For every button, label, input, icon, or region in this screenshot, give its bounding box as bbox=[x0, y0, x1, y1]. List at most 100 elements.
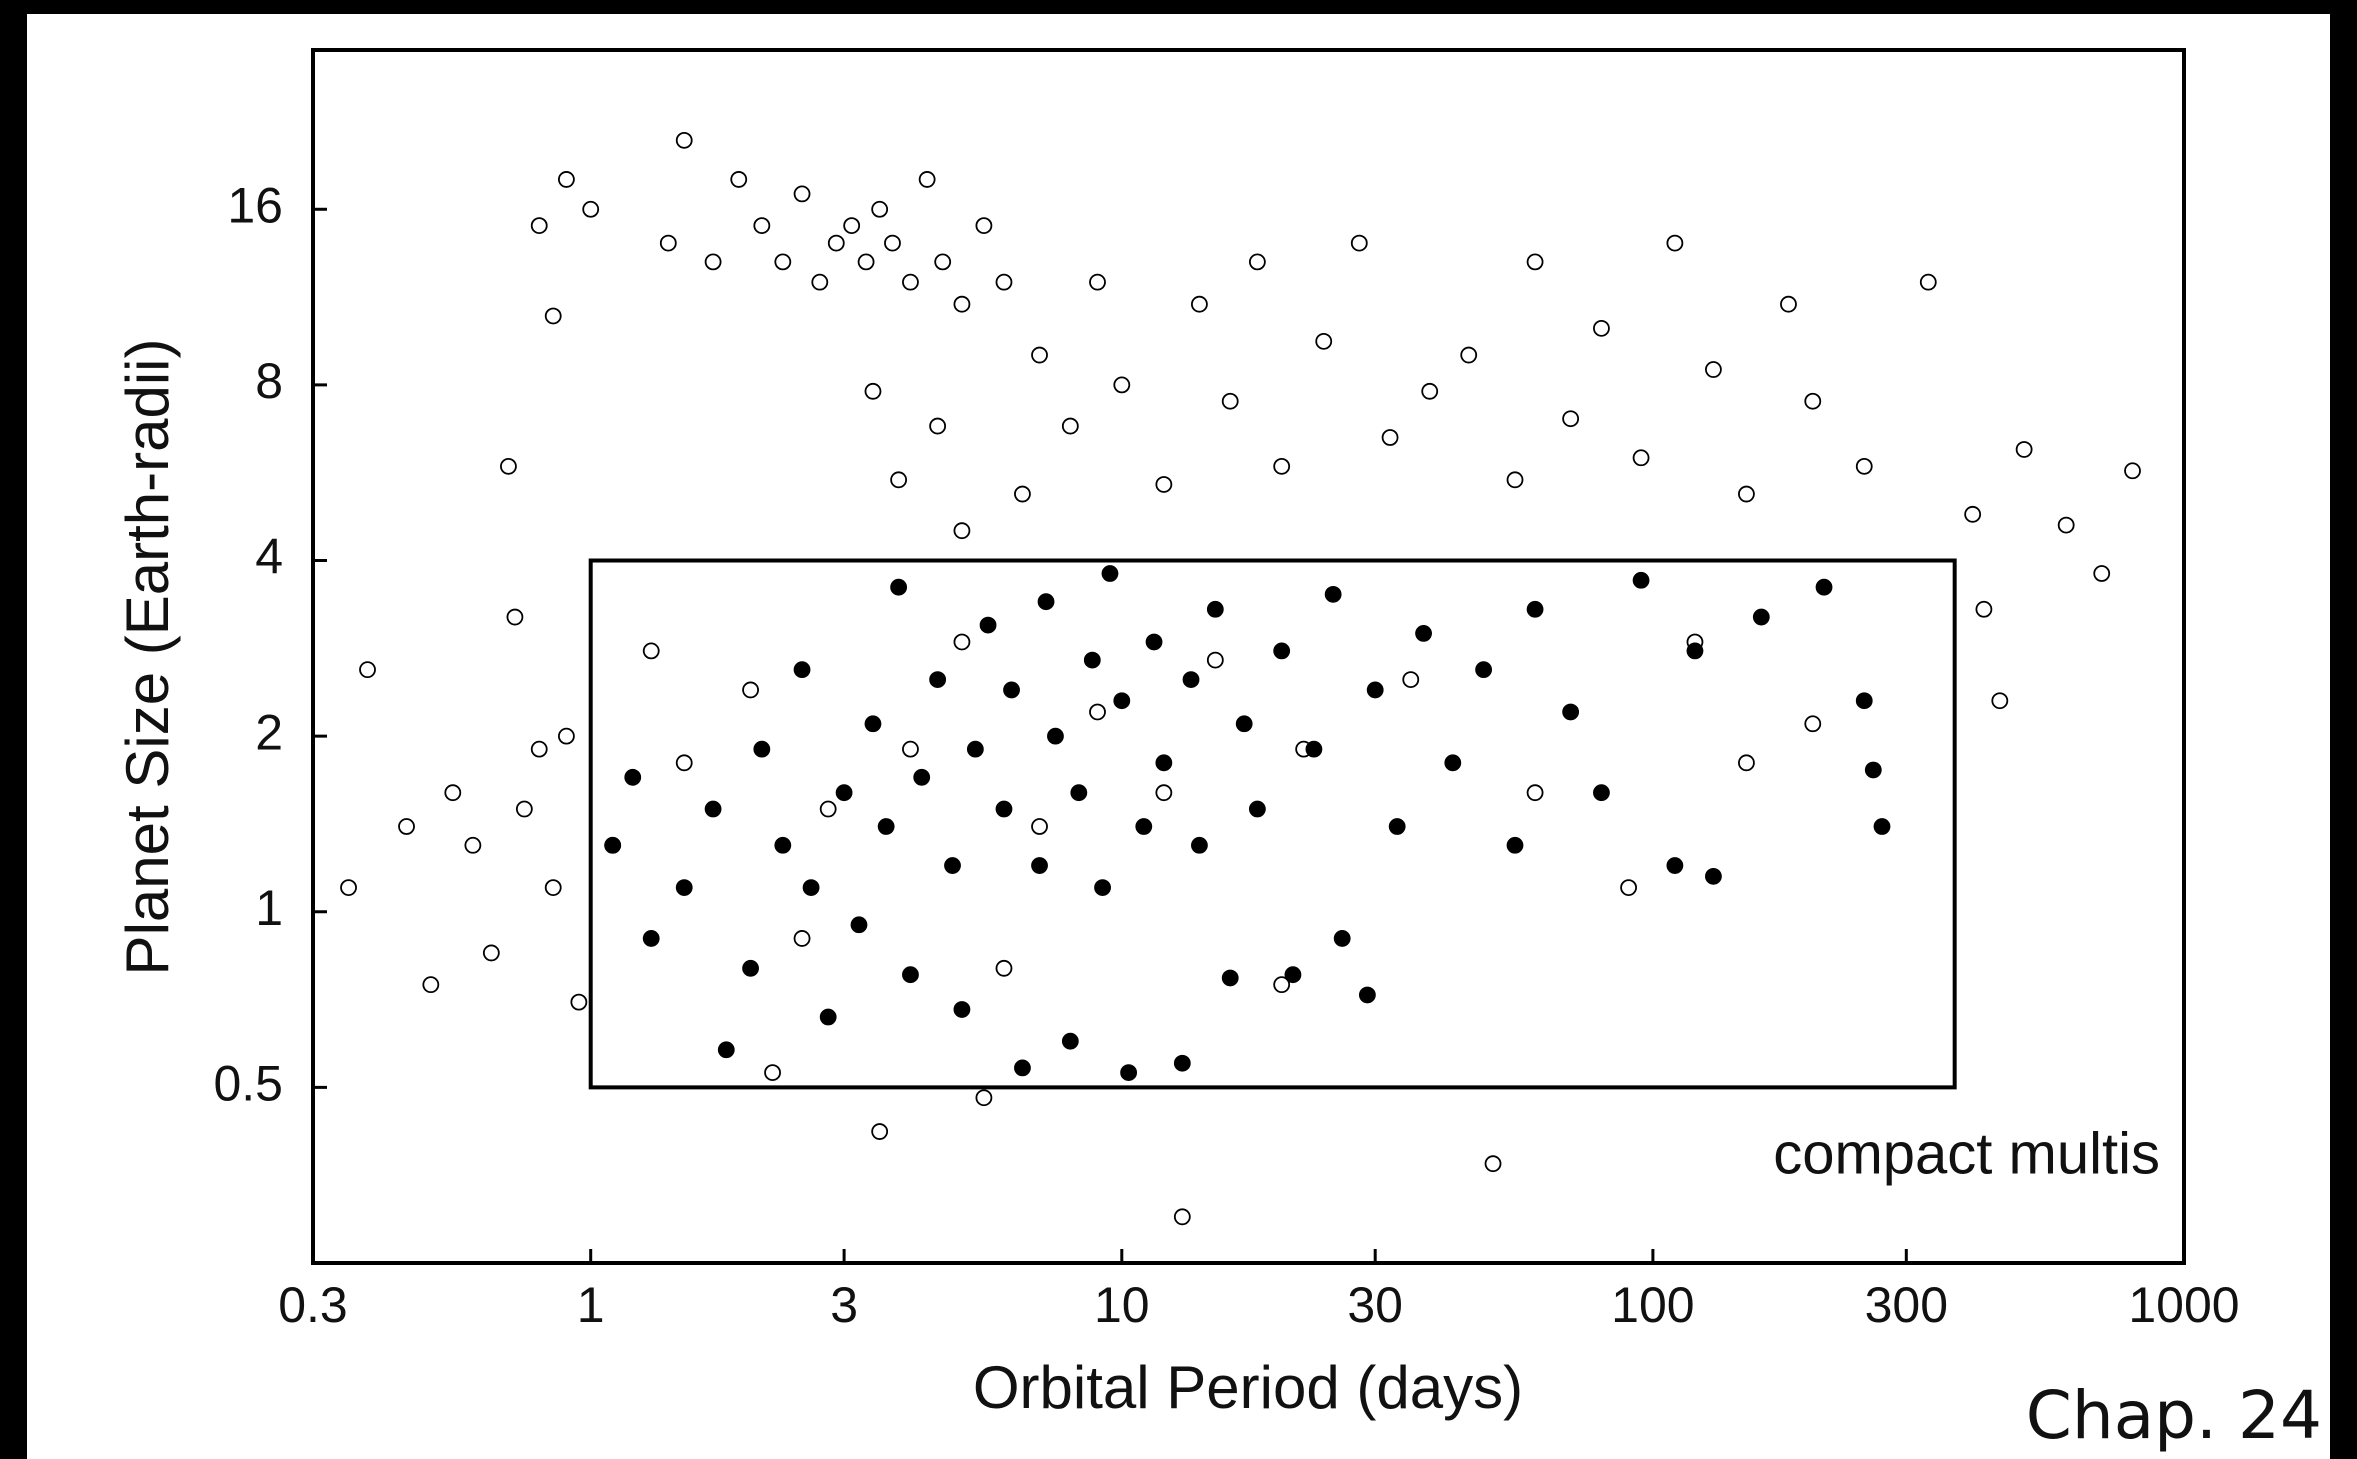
point bbox=[742, 681, 759, 699]
point bbox=[1358, 986, 1376, 1004]
point bbox=[793, 930, 811, 947]
point bbox=[530, 217, 548, 235]
point bbox=[1094, 879, 1111, 897]
point bbox=[819, 1008, 837, 1026]
point bbox=[1315, 332, 1333, 350]
point bbox=[742, 959, 759, 977]
point bbox=[1248, 800, 1266, 818]
point bbox=[979, 616, 997, 634]
point bbox=[582, 200, 600, 218]
point bbox=[1475, 661, 1493, 679]
point bbox=[1864, 761, 1882, 779]
point bbox=[953, 295, 971, 313]
x-tick-label: 1000 bbox=[2128, 1277, 2239, 1333]
point bbox=[1506, 471, 1524, 489]
point bbox=[934, 253, 952, 271]
point bbox=[1221, 969, 1239, 987]
y-tick-label: 16 bbox=[227, 177, 283, 233]
y-tick-label: 1 bbox=[255, 880, 283, 936]
point bbox=[827, 234, 845, 252]
point bbox=[2015, 441, 2033, 458]
point bbox=[1804, 392, 1822, 410]
point bbox=[1061, 417, 1079, 435]
point bbox=[1113, 376, 1131, 394]
point bbox=[1191, 836, 1208, 854]
point bbox=[902, 966, 919, 984]
point bbox=[1593, 784, 1610, 802]
y-tick-label: 4 bbox=[255, 529, 283, 585]
point bbox=[557, 171, 575, 188]
y-tick-label: 8 bbox=[255, 353, 283, 409]
point bbox=[482, 944, 500, 962]
point bbox=[1047, 727, 1064, 745]
point bbox=[835, 784, 853, 802]
point bbox=[884, 234, 901, 252]
point bbox=[2093, 565, 2111, 582]
footer: Chap. 24 bbox=[2026, 1377, 2322, 1454]
point bbox=[1919, 273, 1937, 291]
point bbox=[500, 457, 517, 475]
x-axis-label: Orbital Period (days) bbox=[973, 1354, 1523, 1421]
point bbox=[918, 171, 936, 188]
point bbox=[877, 818, 895, 835]
point bbox=[1388, 818, 1406, 835]
point bbox=[1780, 295, 1797, 313]
point bbox=[753, 740, 771, 758]
point bbox=[544, 879, 562, 897]
point bbox=[774, 253, 792, 271]
point bbox=[340, 879, 357, 897]
point bbox=[1686, 642, 1704, 660]
point bbox=[871, 1123, 889, 1140]
point bbox=[902, 740, 919, 758]
x-tick-label: 30 bbox=[1347, 1277, 1403, 1333]
point bbox=[1873, 818, 1891, 835]
point bbox=[1173, 1054, 1191, 1072]
point bbox=[2057, 516, 2075, 534]
point bbox=[642, 642, 660, 660]
point bbox=[2124, 462, 2141, 480]
point bbox=[717, 1041, 735, 1059]
point bbox=[1705, 867, 1722, 885]
point bbox=[444, 784, 462, 802]
point bbox=[1031, 818, 1048, 835]
y-tick-label: 0.5 bbox=[213, 1056, 283, 1112]
point bbox=[1155, 784, 1173, 802]
point bbox=[811, 273, 829, 291]
point bbox=[871, 200, 889, 218]
point bbox=[624, 768, 642, 786]
annotation: compact multis bbox=[1773, 1121, 2160, 1186]
point bbox=[774, 836, 792, 854]
point bbox=[864, 715, 882, 733]
point bbox=[506, 608, 524, 626]
point bbox=[675, 879, 693, 897]
point bbox=[464, 836, 482, 854]
point bbox=[1182, 671, 1200, 688]
point bbox=[966, 740, 984, 758]
point bbox=[704, 253, 722, 271]
point bbox=[890, 578, 908, 596]
point bbox=[1991, 692, 2009, 710]
point bbox=[1526, 784, 1544, 802]
point bbox=[1206, 651, 1224, 669]
plot-frame bbox=[311, 48, 2186, 1265]
x-tick-label: 10 bbox=[1094, 1277, 1150, 1333]
point bbox=[570, 993, 588, 1011]
point bbox=[953, 633, 971, 651]
point bbox=[422, 976, 440, 994]
point bbox=[793, 185, 811, 203]
point bbox=[642, 930, 660, 947]
point bbox=[793, 661, 811, 679]
point bbox=[929, 417, 947, 435]
point bbox=[1273, 642, 1291, 660]
point bbox=[1366, 681, 1384, 699]
point bbox=[1526, 253, 1544, 271]
point bbox=[1381, 429, 1399, 446]
x-tick-label: 0.3 bbox=[278, 1277, 348, 1333]
point bbox=[975, 217, 993, 235]
point bbox=[1350, 234, 1368, 252]
point bbox=[1113, 692, 1131, 710]
point bbox=[857, 253, 875, 271]
point bbox=[1273, 457, 1291, 475]
point bbox=[753, 217, 771, 235]
